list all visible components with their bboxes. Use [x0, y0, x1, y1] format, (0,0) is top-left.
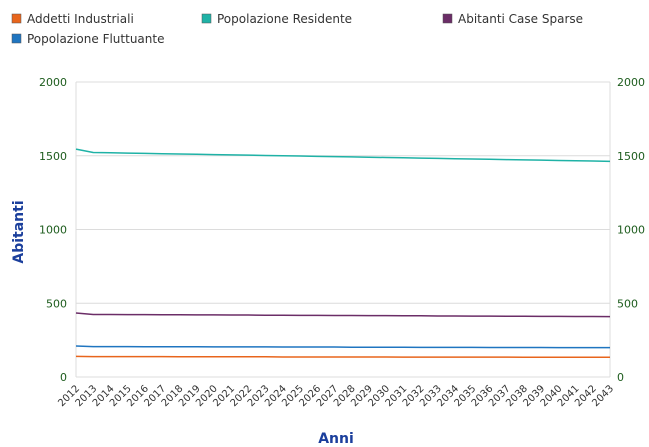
- y-tick-label-left: 1000: [39, 224, 67, 237]
- legend-swatch-addetti-industriali: [11, 13, 22, 24]
- x-axis-title: Anni: [318, 431, 354, 447]
- y-tick-label-left: 1500: [39, 150, 67, 163]
- y-tick-label-left: 0: [60, 371, 67, 384]
- legend-label-addetti-industriali: Addetti Industriali: [27, 12, 134, 26]
- y-tick-label-right: 1000: [617, 224, 645, 237]
- legend-swatch-popolazione-residente: [201, 13, 212, 24]
- y-tick-label-right: 1500: [617, 150, 645, 163]
- legend-swatch-abitanti-case-sparse: [442, 13, 453, 24]
- legend-label-popolazione-fluttuante: Popolazione Fluttuante: [27, 32, 164, 46]
- series-line-popolazione-fluttuante: [75, 345, 610, 349]
- series-line-addetti-industriali: [75, 355, 610, 358]
- legend-label-abitanti-case-sparse: Abitanti Case Sparse: [458, 12, 583, 26]
- y-axis-title: Abitanti: [11, 200, 27, 263]
- y-tick-label-left: 2000: [39, 76, 67, 89]
- legend-label-popolazione-residente: Popolazione Residente: [217, 12, 352, 26]
- y-axis-left: 0 500 1000 1500 2000: [39, 76, 67, 384]
- y-tick-label-left: 500: [46, 297, 67, 310]
- y-tick-label-right: 0: [617, 371, 624, 384]
- legend-swatch-popolazione-fluttuante: [11, 33, 22, 44]
- series-line-popolazione-residente: [75, 148, 611, 163]
- y-axis-right: 0 500 1000 1500 2000: [617, 76, 645, 384]
- legend: Addetti Industriali Popolazione Residente…: [11, 12, 583, 46]
- y-tick-label-right: 500: [617, 297, 638, 310]
- plot-area: [75, 148, 611, 358]
- series-line-abitanti-case-sparse: [75, 312, 611, 318]
- x-axis: 2012201320142015201620172018201920202021…: [56, 383, 616, 409]
- grid: [75, 81, 611, 378]
- y-tick-label-right: 2000: [617, 76, 645, 89]
